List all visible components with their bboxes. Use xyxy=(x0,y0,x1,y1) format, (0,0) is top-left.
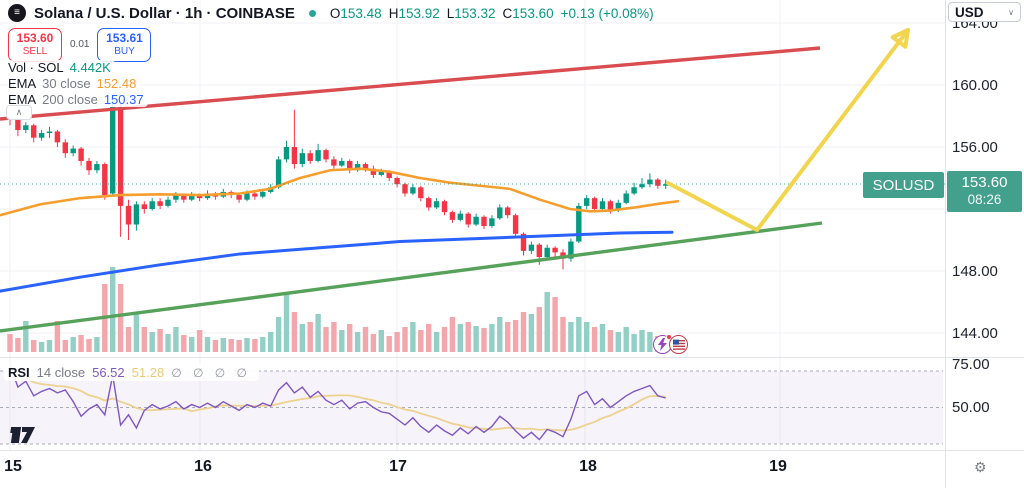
close-label: C xyxy=(502,5,513,21)
buy-button[interactable]: 153.61 BUY xyxy=(97,28,152,62)
rsi-legend-params: 14 close xyxy=(36,365,86,380)
tradingview-logo[interactable] xyxy=(8,424,38,446)
symbol-title[interactable]: Solana / U.S. Dollar · 1h · COINBASE xyxy=(34,4,295,22)
low-value: 153.32 xyxy=(454,5,496,21)
open-label: O xyxy=(329,5,341,21)
legend-collapse-button[interactable]: ∧ xyxy=(6,105,32,120)
chevron-down-icon: ∨ xyxy=(1008,7,1014,17)
sell-button[interactable]: 153.60 SELL xyxy=(8,28,62,62)
rsi-legend[interactable]: RSI 14 close 56.52 51.28 ∅ ∅ ∅ ∅ xyxy=(4,364,260,381)
sell-price: 153.60 xyxy=(16,31,54,45)
price-axis-label: 144.00 xyxy=(952,325,998,342)
rsi-legend-name: RSI xyxy=(8,365,30,380)
time-axis-label: 18 xyxy=(579,458,597,475)
volume-legend-label: Vol · SOL xyxy=(8,60,64,75)
trade-panel: 153.60 SELL 0.01 153.61 BUY xyxy=(8,28,152,62)
currency-dropdown[interactable]: USD ∨ xyxy=(948,2,1021,22)
price-axis-label: 156.00 xyxy=(952,139,998,156)
gear-icon[interactable]: ⚙ xyxy=(974,459,987,475)
volume-legend-value: 4.442K xyxy=(69,60,111,75)
ema30-legend-value: 152.48 xyxy=(96,76,137,91)
market-status-icon xyxy=(308,9,316,17)
high-value: 153.92 xyxy=(398,5,440,21)
currency-value: USD xyxy=(955,4,984,20)
chart-header: ≡ Solana / U.S. Dollar · 1h · COINBASE O… xyxy=(8,4,654,22)
ema30-legend[interactable]: EMA 30 close 152.48 xyxy=(8,76,141,91)
symbol-price-flag: SOLUSD xyxy=(863,172,944,198)
ema200-legend-params: 200 close xyxy=(42,92,98,107)
sell-label: SELL xyxy=(22,46,48,57)
time-axis-label: 16 xyxy=(194,458,212,475)
price-axis-label: 148.00 xyxy=(952,263,998,280)
spread-value: 0.01 xyxy=(70,39,90,51)
ema200-legend-name: EMA xyxy=(8,92,37,107)
ema30-legend-name: EMA xyxy=(8,76,37,91)
event-icons xyxy=(653,334,688,354)
low-label: L xyxy=(446,5,455,21)
chevron-up-icon: ∧ xyxy=(15,107,23,117)
last-price-badge: 153.60 08:26 xyxy=(947,171,1022,212)
rsi-ma-value: 51.28 xyxy=(131,365,165,380)
high-label: H xyxy=(388,5,399,21)
volume-legend[interactable]: Vol · SOL 4.442K xyxy=(8,60,115,75)
close-value: 153.60 xyxy=(512,5,554,21)
last-price-value: 153.60 xyxy=(961,173,1008,191)
open-value: 153.48 xyxy=(340,5,382,21)
ohlc-readout: O153.48 H153.92 L153.32 C153.60 +0.13 (+… xyxy=(330,6,654,21)
ema200-legend[interactable]: EMA 200 close 150.37 xyxy=(8,92,148,107)
change-value: +0.13 (+0.08%) xyxy=(560,5,654,21)
countdown-timer: 08:26 xyxy=(967,192,1002,208)
rsi-empty-values: ∅ ∅ ∅ ∅ xyxy=(171,365,252,380)
rsi-value: 56.52 xyxy=(92,365,125,380)
rsi-axis-label: 75.00 xyxy=(952,356,990,373)
rsi-axis-label: 50.00 xyxy=(952,399,990,416)
ema200-legend-value: 150.37 xyxy=(103,92,144,107)
time-axis-label: 15 xyxy=(4,458,22,475)
time-axis-label: 19 xyxy=(769,458,787,475)
solana-logo-icon: ≡ xyxy=(8,4,26,22)
time-axis-label: 17 xyxy=(389,458,407,475)
ema30-legend-params: 30 close xyxy=(42,76,91,91)
price-axis-label: 160.00 xyxy=(952,77,998,94)
us-flag-event-icon[interactable] xyxy=(669,335,688,354)
buy-price: 153.61 xyxy=(106,31,143,45)
buy-label: BUY xyxy=(114,46,135,57)
